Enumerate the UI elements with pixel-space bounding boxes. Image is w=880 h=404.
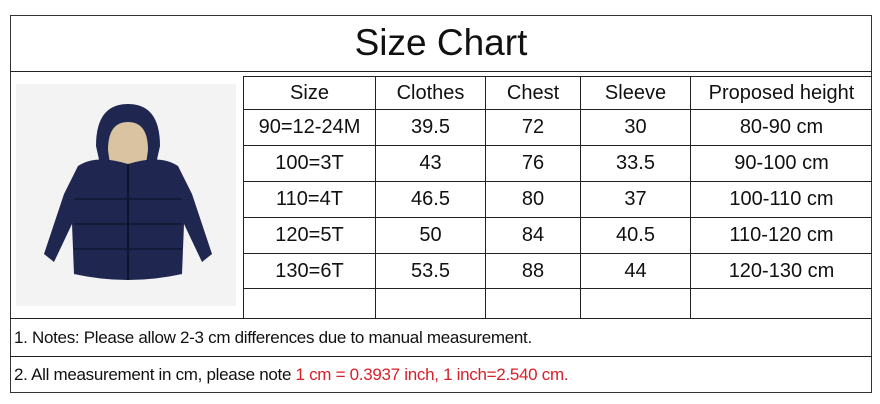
column-header: Proposed height — [690, 76, 872, 109]
table-cell: 44 — [580, 253, 690, 288]
table-cell: 46.5 — [375, 181, 485, 217]
column-header: Clothes — [375, 76, 485, 109]
table-cell: 37 — [580, 181, 690, 217]
table-cell: 100-110 cm — [690, 181, 872, 217]
note-2-conversion: 1 cm = 0.3937 inch, 1 inch=2.540 cm. — [295, 365, 569, 384]
table-cell: 30 — [580, 109, 690, 145]
table-cell — [243, 288, 375, 318]
table-cell: 39.5 — [375, 109, 485, 145]
note-1: 1. Notes: Please allow 2-3 cm difference… — [10, 318, 872, 356]
table-cell: 90-100 cm — [690, 145, 872, 181]
page-title: Size Chart — [10, 15, 872, 72]
column-header: Sleeve — [580, 76, 690, 109]
column-header: Chest — [485, 76, 580, 109]
note-2-text: 2. All measurement in cm, please note — [14, 365, 296, 384]
product-image-jacket — [16, 84, 236, 306]
table-cell: 100=3T — [243, 145, 375, 181]
table-cell: 110-120 cm — [690, 217, 872, 253]
table-cell: 53.5 — [375, 253, 485, 288]
table-cell: 110=4T — [243, 181, 375, 217]
table-cell — [690, 288, 872, 318]
table-cell: 43 — [375, 145, 485, 181]
table-cell: 50 — [375, 217, 485, 253]
table-cell: 40.5 — [580, 217, 690, 253]
table-cell: 72 — [485, 109, 580, 145]
note-2: 2. All measurement in cm, please note 1 … — [10, 356, 872, 393]
table-cell: 80 — [485, 181, 580, 217]
table-cell: 120=5T — [243, 217, 375, 253]
table-cell: 90=12-24M — [243, 109, 375, 145]
table-cell: 80-90 cm — [690, 109, 872, 145]
table-cell — [485, 288, 580, 318]
size-chart-frame — [10, 15, 872, 393]
table-cell: 120-130 cm — [690, 253, 872, 288]
table-cell: 84 — [485, 217, 580, 253]
table-cell — [580, 288, 690, 318]
table-cell: 76 — [485, 145, 580, 181]
table-cell — [375, 288, 485, 318]
column-header: Size — [243, 76, 375, 109]
table-cell: 33.5 — [580, 145, 690, 181]
table-cell: 88 — [485, 253, 580, 288]
table-cell: 130=6T — [243, 253, 375, 288]
